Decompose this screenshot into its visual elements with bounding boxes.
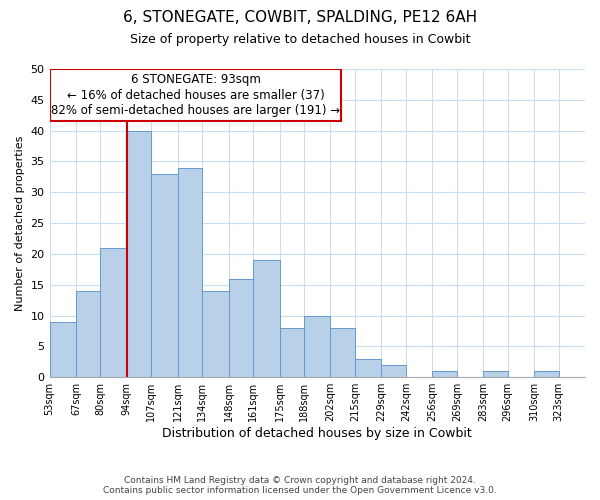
Text: 82% of semi-detached houses are larger (191) →: 82% of semi-detached houses are larger (… (51, 104, 340, 117)
Bar (202, 291, 229, 377)
Text: ← 16% of detached houses are smaller (37): ← 16% of detached houses are smaller (37… (67, 88, 325, 102)
Bar (304, 316, 331, 377)
Bar (76, 291, 100, 377)
Text: 6 STONEGATE: 93sqm: 6 STONEGATE: 93sqm (131, 74, 260, 86)
Bar (127, 130, 151, 377)
X-axis label: Distribution of detached houses by size in Cowbit: Distribution of detached houses by size … (163, 427, 472, 440)
Bar (355, 358, 382, 377)
Bar (331, 328, 355, 377)
Bar (178, 168, 202, 377)
Bar (382, 365, 406, 377)
Y-axis label: Number of detached properties: Number of detached properties (15, 136, 25, 311)
Bar (534, 371, 559, 377)
Bar (151, 174, 178, 377)
Text: Size of property relative to detached houses in Cowbit: Size of property relative to detached ho… (130, 32, 470, 46)
Bar (483, 371, 508, 377)
Bar (253, 260, 280, 377)
Bar (50, 322, 76, 377)
Bar (432, 371, 457, 377)
Text: 6, STONEGATE, COWBIT, SPALDING, PE12 6AH: 6, STONEGATE, COWBIT, SPALDING, PE12 6AH (123, 10, 477, 25)
Bar (280, 328, 304, 377)
Bar (229, 278, 253, 377)
Text: Contains HM Land Registry data © Crown copyright and database right 2024.
Contai: Contains HM Land Registry data © Crown c… (103, 476, 497, 495)
Bar (100, 248, 127, 377)
FancyBboxPatch shape (50, 69, 341, 122)
